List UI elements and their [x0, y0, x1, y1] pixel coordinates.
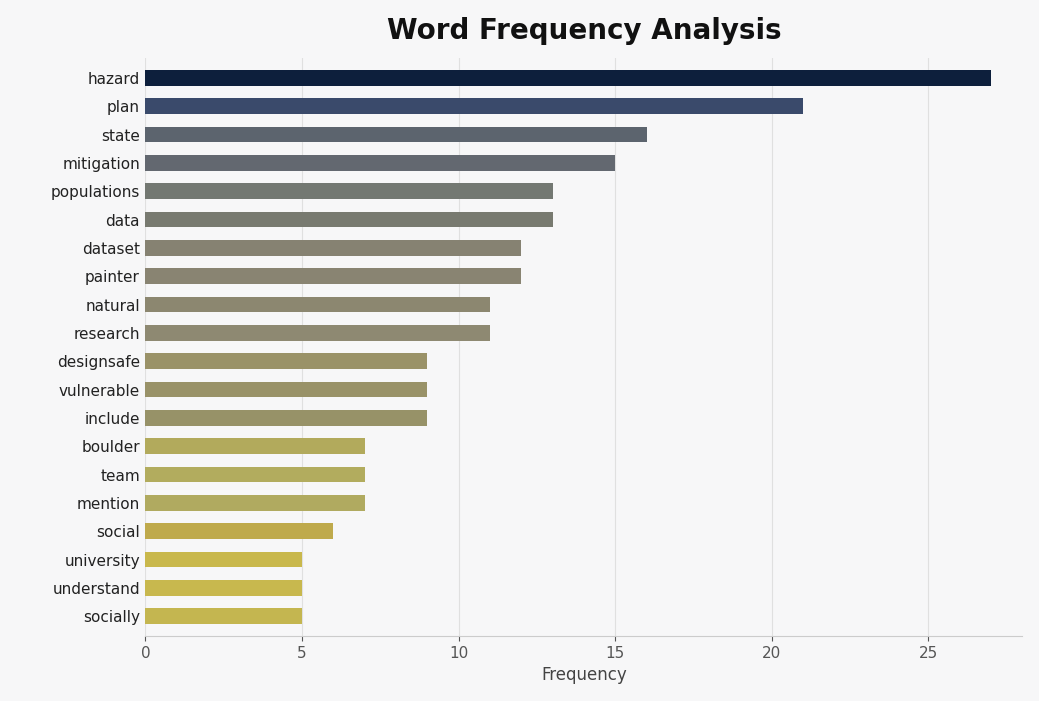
- Bar: [145, 155, 615, 171]
- Bar: [145, 580, 302, 596]
- Bar: [145, 438, 365, 454]
- Bar: [145, 268, 522, 284]
- Bar: [145, 184, 553, 199]
- Bar: [145, 212, 553, 227]
- Bar: [145, 495, 365, 511]
- Bar: [145, 297, 490, 313]
- Bar: [145, 98, 803, 114]
- Bar: [145, 467, 365, 482]
- Bar: [145, 382, 427, 397]
- Bar: [145, 524, 334, 539]
- Title: Word Frequency Analysis: Word Frequency Analysis: [387, 17, 781, 45]
- Bar: [145, 353, 427, 369]
- X-axis label: Frequency: Frequency: [541, 667, 627, 684]
- Bar: [145, 552, 302, 567]
- Bar: [145, 70, 991, 86]
- Bar: [145, 240, 522, 256]
- Bar: [145, 410, 427, 426]
- Bar: [145, 608, 302, 624]
- Bar: [145, 127, 646, 142]
- Bar: [145, 325, 490, 341]
